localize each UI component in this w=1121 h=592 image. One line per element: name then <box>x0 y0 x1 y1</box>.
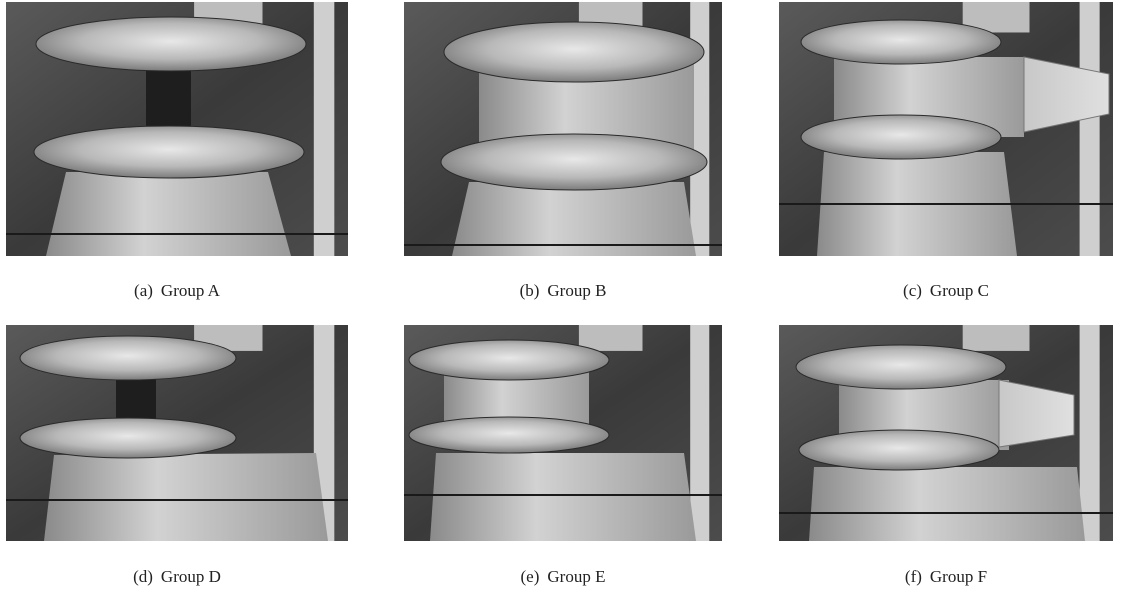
caption: (c) Group C <box>903 281 989 300</box>
disc <box>801 20 1001 64</box>
photo-panel <box>6 325 348 541</box>
photo-panel <box>6 2 348 256</box>
disc <box>441 134 707 190</box>
caption-name: Group E <box>547 567 605 586</box>
disc <box>20 336 236 380</box>
photo <box>779 325 1113 541</box>
window <box>579 325 643 351</box>
caption-name: Group A <box>161 281 221 300</box>
figure: (a) Group A (b) Group B (c) Group C (d) Group D… <box>0 0 1121 592</box>
post <box>1080 2 1100 256</box>
post <box>1080 325 1100 541</box>
caption-name: Group D <box>161 567 221 586</box>
disc <box>444 22 704 82</box>
photo <box>404 2 722 256</box>
caption-tag: (e) <box>521 567 540 586</box>
disc <box>409 417 609 453</box>
photo <box>6 2 348 256</box>
disc <box>796 345 1006 389</box>
disc <box>34 126 304 178</box>
caption-name: Group B <box>547 281 606 300</box>
window <box>963 325 1030 351</box>
disc <box>409 340 609 380</box>
caption: (a) Group A <box>134 281 221 300</box>
disc <box>799 430 999 470</box>
page: {"figure": {"panels": [ {"tag": "(a)", "… <box>0 0 1121 592</box>
lower-body <box>430 453 696 541</box>
lower-body <box>44 453 328 541</box>
post <box>314 2 335 256</box>
caption: (d) Group D <box>133 567 221 586</box>
lower-body <box>46 172 291 256</box>
photo <box>6 325 348 541</box>
lower-body <box>809 467 1085 541</box>
disc <box>801 115 1001 159</box>
photo-panel <box>404 325 722 541</box>
caption-name: Group C <box>930 281 989 300</box>
caption-tag: (b) <box>520 281 540 300</box>
caption-name: Group F <box>930 567 987 586</box>
caption: (e) Group E <box>521 567 606 586</box>
disc <box>20 418 236 458</box>
photo <box>779 2 1113 256</box>
photo <box>404 325 722 541</box>
photo-panel <box>779 2 1113 256</box>
post <box>690 325 709 541</box>
caption-tag: (d) <box>133 567 153 586</box>
caption-tag: (c) <box>903 281 922 300</box>
caption-tag: (a) <box>134 281 153 300</box>
caption-tag: (f) <box>905 567 922 586</box>
disc <box>36 17 306 71</box>
photo-panel <box>779 325 1113 541</box>
caption: (f) Group F <box>905 567 987 586</box>
photo-panel <box>404 2 722 256</box>
caption: (b) Group B <box>520 281 607 300</box>
